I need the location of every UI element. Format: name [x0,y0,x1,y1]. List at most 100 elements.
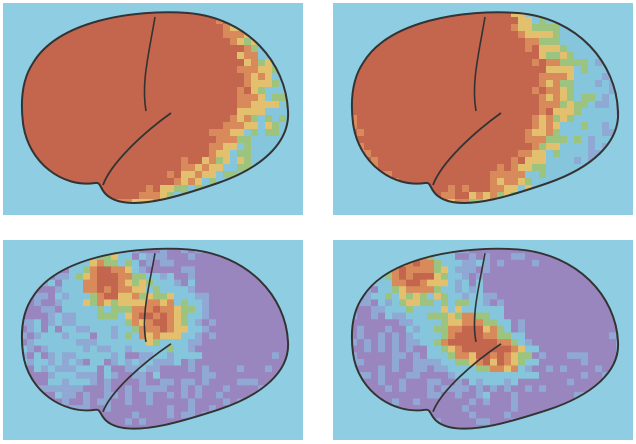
heat-cell [434,259,442,267]
heat-cell [351,122,358,130]
heat-cell [441,178,449,186]
heat-cell [497,101,505,109]
heat-cell [441,352,449,360]
heat-cell [497,259,505,267]
heat-cell [139,150,147,158]
heat-cell [399,325,407,333]
heat-cell [469,150,477,158]
heat-cell [364,339,372,347]
heat-cell [420,136,428,144]
heat-cell [174,372,182,380]
heat-cell [511,185,519,193]
heat-cell [27,352,35,360]
heat-cell [132,143,140,151]
heat-cell [272,66,280,74]
heat-cell [574,73,582,81]
heat-cell [83,94,91,102]
heat-cell [230,279,238,287]
heat-cell [76,319,84,327]
heat-cell [104,150,112,158]
heat-cell [41,94,49,102]
heat-cell [41,365,49,373]
heat-cell [118,52,126,60]
heat-cell [560,266,568,274]
heat-cell [55,385,63,393]
heat-cell [118,319,126,327]
heat-cell [595,339,603,347]
heat-cell [48,352,56,360]
heat-cell [455,411,463,419]
heat-cell [55,94,63,102]
heat-cell [69,312,77,320]
heat-cell [244,319,252,327]
heat-cell [399,143,407,151]
heat-cell [202,122,210,130]
heat-cell [567,279,575,287]
heat-cell [588,66,596,74]
heat-cell [48,87,56,95]
heat-cell [223,378,231,386]
heat-cell [181,405,189,413]
heat-cell [462,319,470,327]
heat-cell [532,372,540,380]
heat-cell [111,391,119,399]
heat-cell [427,45,435,53]
heat-cell [202,358,210,366]
heat-cell [153,38,161,46]
heat-cell [153,248,161,254]
heat-cell [378,325,386,333]
heat-cell [111,411,119,419]
heat-cell [420,339,428,347]
heat-cell [546,306,554,314]
heat-cell [97,339,105,347]
heat-cell [216,312,224,320]
heat-cell [504,108,512,116]
heat-cell [48,279,56,287]
heat-cell [490,59,498,67]
heat-cell [90,129,98,137]
heat-cell [595,101,603,109]
heat-cell [104,332,112,340]
heat-cell [462,157,470,165]
heat-cell [195,164,203,172]
heat-cell [153,66,161,74]
heat-cell [420,325,428,333]
heat-cell [385,73,393,81]
heat-cell [476,115,484,123]
heat-cell [462,358,470,366]
heat-cell [139,66,147,74]
heat-cell [244,101,252,109]
heat-cell [132,365,140,373]
heat-cell [111,38,119,46]
heat-cell [441,192,449,200]
heat-cell [230,372,238,380]
heat-cell [90,391,98,399]
heat-cell [413,178,421,186]
heat-cell [41,312,49,320]
heat-cell [202,66,210,74]
heat-cell [553,325,561,333]
heat-cell [153,286,161,294]
heat-cell [427,66,435,74]
heat-cell [97,157,105,165]
heat-cell [539,52,547,60]
heat-cell [55,339,63,347]
heat-cell [83,286,91,294]
heat-cell [525,73,533,81]
heat-cell [174,157,182,165]
heat-cell [55,312,63,320]
heat-cell [497,129,505,137]
heat-cell [181,171,189,179]
heat-cell [34,108,42,116]
heat-cell [209,345,217,353]
heat-cell [413,325,421,333]
heat-cell [434,164,442,172]
heat-cell [441,286,449,294]
heat-cell [462,398,470,406]
heat-cell [476,94,484,102]
heat-cell [434,345,442,353]
heat-cell [167,306,175,314]
heat-cell [581,66,589,74]
heat-cell [434,372,442,380]
heat-cell [167,143,175,151]
